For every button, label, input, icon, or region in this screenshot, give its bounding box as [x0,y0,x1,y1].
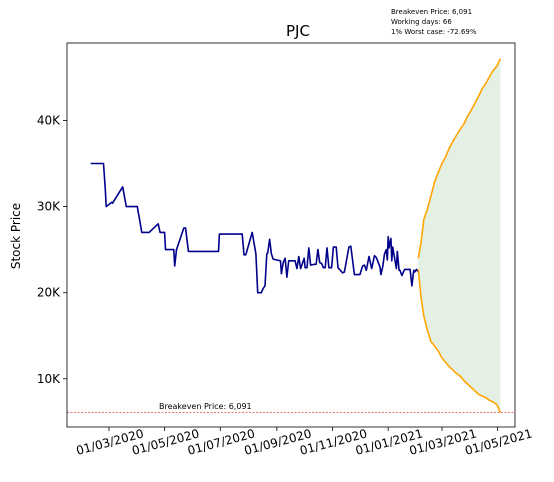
y-tick-label: 40K [37,113,61,127]
projection-upper-line [417,58,502,259]
chart-title: PJC [286,22,310,40]
plot-frame [66,42,516,428]
x-axis: 01/03/202001/05/202001/07/202001/09/2020… [75,426,534,457]
y-axis-label: Stock Price [9,203,23,269]
info-breakeven: Breakeven Price: 6,091 [391,8,473,16]
historical-price-line [90,162,419,294]
projection-lower-line [417,269,502,413]
projection-band-area [418,58,501,413]
info-worst-case: 1% Worst case: -72.69% [391,28,477,36]
y-tick-label: 10K [37,372,61,386]
worst-case-band [418,58,501,413]
series-group [90,58,502,413]
breakeven-label: Breakeven Price: 6,091 [159,402,252,411]
y-tick-label: 20K [37,286,61,300]
info-working-days: Working days: 66 [391,18,452,26]
y-axis: 10K 20K 30K 40K [37,113,67,386]
y-tick-label: 30K [37,200,61,214]
